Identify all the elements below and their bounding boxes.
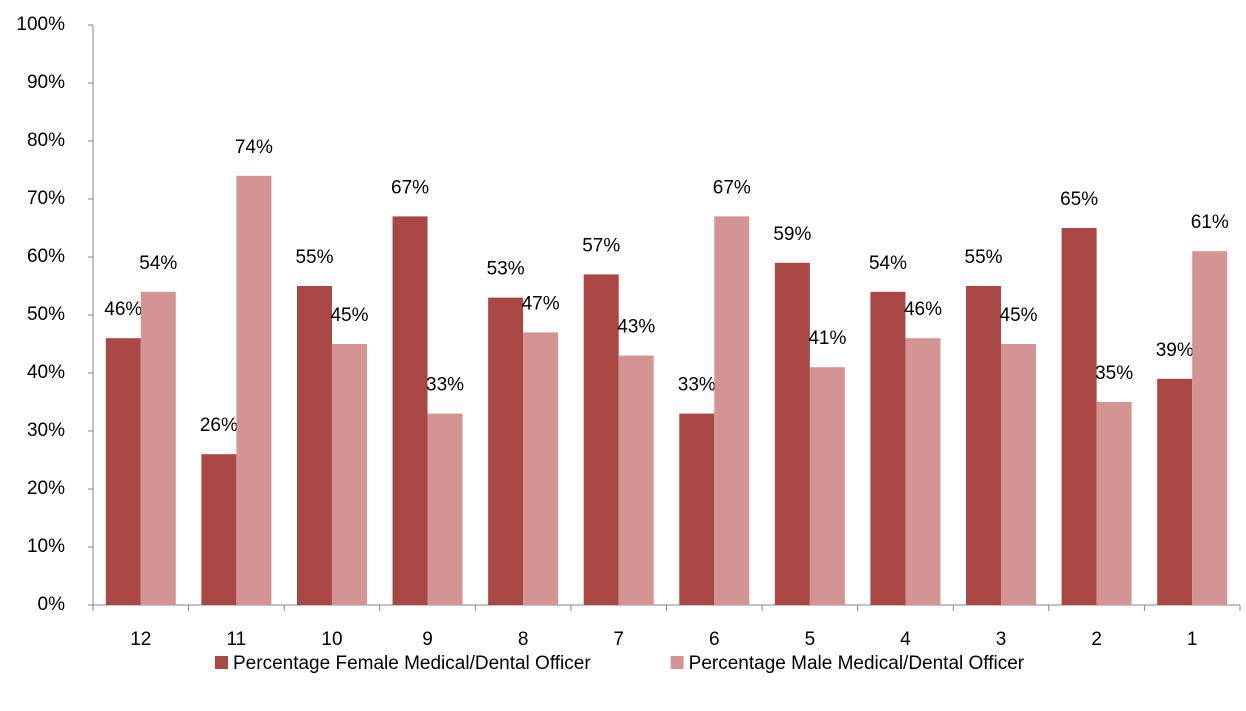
bar [679, 413, 715, 605]
legend-swatch [670, 656, 684, 669]
data-label: 46% [104, 299, 142, 320]
data-label: 74% [235, 137, 273, 158]
bar [488, 297, 524, 605]
bar [618, 355, 654, 605]
data-label: 43% [617, 317, 655, 338]
bar [105, 338, 141, 605]
bar [1157, 378, 1193, 605]
y-tick-label: 50% [27, 304, 65, 325]
y-tick-label: 0% [38, 594, 66, 615]
y-tick-label: 20% [27, 478, 65, 499]
data-label: 45% [1000, 305, 1038, 326]
data-label: 57% [582, 235, 620, 256]
bar [1096, 402, 1132, 605]
bar [809, 367, 845, 605]
data-label: 54% [869, 253, 907, 274]
data-label: 39% [1156, 340, 1194, 361]
data-label: 55% [965, 247, 1003, 268]
y-tick-label: 10% [27, 536, 65, 557]
bar [296, 286, 332, 605]
bar [1001, 344, 1037, 605]
y-tick-label: 60% [27, 246, 65, 267]
x-tick-label: 2 [1091, 629, 1102, 650]
bar [427, 413, 463, 605]
y-tick-label: 70% [27, 188, 65, 209]
bar [523, 332, 559, 605]
data-label: 53% [487, 259, 525, 280]
data-label: 26% [200, 415, 238, 436]
data-label: 55% [295, 247, 333, 268]
x-tick-label: 4 [900, 629, 911, 650]
data-label: 33% [678, 375, 716, 396]
y-tick-label: 80% [27, 130, 65, 151]
bar [1192, 251, 1228, 605]
x-tick-label: 5 [805, 629, 816, 650]
data-label: 67% [391, 177, 429, 198]
y-tick-label: 30% [27, 420, 65, 441]
legend-label: Percentage Male Medical/Dental Officer [689, 653, 1025, 674]
data-label: 33% [426, 375, 464, 396]
x-tick-label: 3 [996, 629, 1007, 650]
x-tick-label: 10 [321, 629, 342, 650]
data-label: 35% [1095, 363, 1133, 384]
y-tick-label: 40% [27, 362, 65, 383]
bar [905, 338, 941, 605]
y-tick-label: 100% [16, 14, 65, 35]
data-label: 45% [330, 305, 368, 326]
x-tick-label: 8 [518, 629, 529, 650]
bar [714, 216, 750, 605]
data-label: 54% [139, 253, 177, 274]
bar [583, 274, 619, 605]
bar [774, 262, 810, 605]
x-tick-label: 11 [227, 629, 247, 650]
x-tick-label: 7 [613, 629, 624, 650]
bar [140, 291, 176, 605]
data-label: 65% [1060, 189, 1098, 210]
x-tick-label: 9 [422, 629, 433, 650]
bar [201, 454, 237, 605]
bar [331, 344, 367, 605]
bar [870, 291, 906, 605]
y-tick-label: 90% [27, 72, 65, 93]
bar [1061, 228, 1097, 605]
data-label: 41% [808, 328, 846, 349]
x-tick-label: 6 [709, 629, 720, 650]
data-label: 47% [522, 293, 560, 314]
data-label: 59% [773, 224, 811, 245]
legend-label: Percentage Female Medical/Dental Officer [233, 653, 591, 674]
bar [966, 286, 1002, 605]
bar [236, 175, 272, 606]
data-label: 46% [904, 299, 942, 320]
x-tick-label: 1 [1187, 629, 1198, 650]
data-label: 61% [1191, 212, 1229, 233]
data-label: 67% [713, 177, 751, 198]
x-tick-label: 12 [130, 629, 151, 650]
legend-swatch [215, 656, 228, 669]
bar [392, 216, 428, 605]
